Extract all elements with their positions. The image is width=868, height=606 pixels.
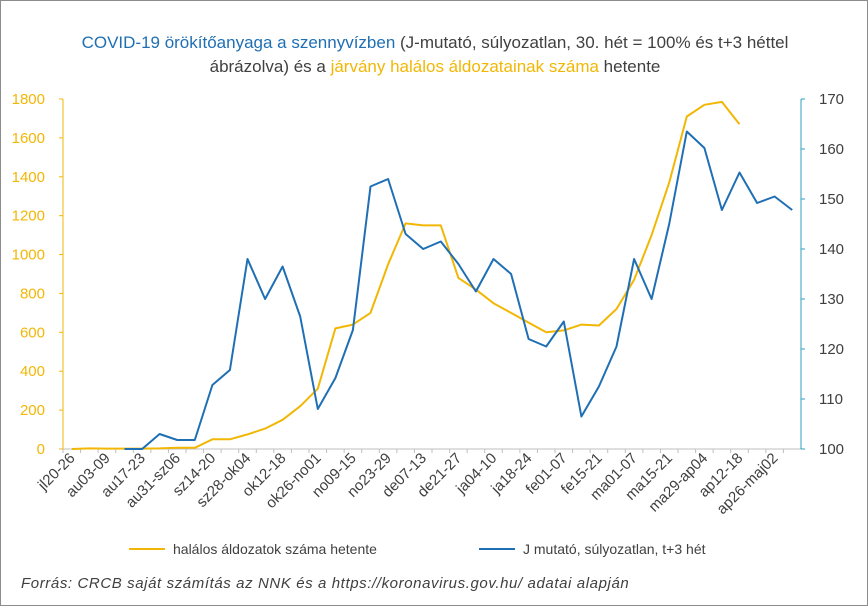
y-left-tick-label: 400	[20, 363, 45, 380]
line-chart: 0 200 400 600 800 1000 1200 1400 1600 1800 100 110 1…	[12, 91, 844, 518]
legend-item-j-index: J mutató, súlyozatlan, t+3 hét	[479, 541, 706, 557]
y-right-tick-label: 110	[819, 391, 843, 408]
legend-label-deaths: halálos áldozatok száma hetente	[173, 541, 377, 557]
title-part-blue: COVID-19 örökítőanyaga a szennyvízben	[81, 33, 396, 52]
y-left-tick-label: 1600	[12, 130, 45, 147]
legend-label-j-index: J mutató, súlyozatlan, t+3 hét	[523, 541, 706, 557]
y-right-tick-label: 140	[819, 241, 844, 258]
y-left-tick-label: 1000	[12, 247, 45, 264]
y-left-tick-label: 0	[37, 441, 45, 458]
y-right-tick-label: 160	[819, 141, 844, 158]
y-left-tick-label: 1200	[12, 208, 45, 225]
y-left-tick-label: 1400	[12, 169, 45, 186]
title-part-main: (J-mutató, súlyozatlan, 30. hét = 100% é…	[209, 33, 789, 76]
title-part-end: hetente	[598, 57, 661, 76]
legend-swatch-j-index	[479, 548, 515, 550]
y-right-tick-label: 170	[819, 91, 844, 108]
y-left-tick-label: 600	[20, 324, 45, 341]
y-right-tick-label: 150	[819, 191, 844, 208]
legend-item-deaths: halálos áldozatok száma hetente	[129, 541, 377, 557]
series-line-j-index	[124, 130, 793, 450]
chart-title: COVID-19 örökítőanyaga a szennyvízben (J…	[61, 31, 809, 79]
source-note: Forrás: CRCB saját számítás az NNK és a …	[21, 575, 630, 592]
chart-legend: halálos áldozatok száma hetente J mutató…	[1, 541, 867, 561]
y-left-tick-label: 200	[20, 402, 45, 419]
series-line-deaths	[71, 100, 741, 450]
y-right-tick-label: 100	[819, 441, 844, 458]
title-part-gold: járvány halálos áldozatainak száma	[330, 57, 599, 76]
y-right-tick-label: 120	[819, 341, 844, 358]
y-right-tick-label: 130	[819, 291, 844, 308]
legend-swatch-deaths	[129, 548, 165, 550]
y-left-tick-label: 800	[20, 285, 45, 302]
y-left-tick-label: 1800	[12, 91, 45, 108]
